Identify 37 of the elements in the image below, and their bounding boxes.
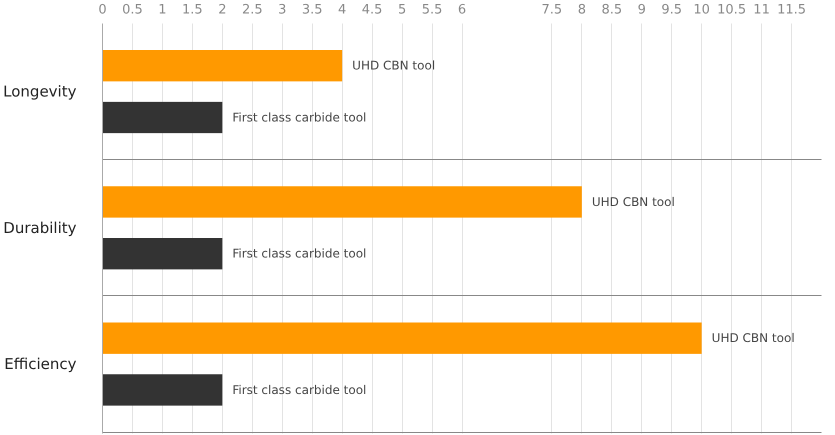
bar bbox=[102, 186, 582, 218]
y-tick-label: Longevity bbox=[3, 82, 77, 101]
x-tick-label: 3 bbox=[278, 2, 286, 18]
x-tick-label: 8.5 bbox=[601, 2, 622, 18]
y-tick-label: Efficiency bbox=[4, 355, 77, 374]
x-tick-label: 1 bbox=[158, 2, 167, 18]
x-tick-label: 8 bbox=[578, 2, 586, 18]
bar bbox=[102, 50, 342, 82]
series-label: First class carbide tool bbox=[232, 110, 366, 124]
x-tick-label: 2.5 bbox=[242, 2, 263, 18]
text: First class carbide tool bbox=[232, 246, 366, 261]
y-tick-label: Durability bbox=[3, 218, 77, 237]
x-tick-label: 11 bbox=[753, 2, 770, 18]
x-tick-label: 2 bbox=[218, 2, 226, 18]
text: UHD CBN tool bbox=[592, 194, 675, 209]
x-tick-label: 11.5 bbox=[777, 2, 806, 18]
x-tick-label: 5.5 bbox=[422, 2, 442, 18]
x-tick-label: 10.5 bbox=[717, 2, 746, 18]
x-tick-label: 9.5 bbox=[661, 2, 682, 18]
x-tick-label: 4.5 bbox=[362, 2, 382, 18]
x-tick-label: 7.5 bbox=[542, 2, 562, 18]
bar bbox=[102, 102, 222, 134]
bar bbox=[102, 322, 702, 354]
x-tick-label: 9 bbox=[638, 2, 646, 18]
x-tick-label: 10 bbox=[693, 2, 710, 18]
series-label: UHD CBN tool bbox=[352, 58, 436, 73]
x-tick-label: 4 bbox=[338, 2, 346, 18]
text: First class carbide tool bbox=[232, 382, 366, 397]
x-tick-label: 1.5 bbox=[182, 2, 203, 18]
bar bbox=[102, 374, 222, 406]
x-tick-label: 0 bbox=[98, 2, 107, 18]
x-tick-label: 0.5 bbox=[122, 2, 143, 18]
x-tick-label: 5 bbox=[398, 2, 406, 18]
x-tick-label: 6 bbox=[458, 2, 466, 18]
text: UHD CBN tool bbox=[712, 331, 795, 346]
bar bbox=[102, 238, 222, 270]
x-tick-label: 3.5 bbox=[302, 2, 323, 18]
